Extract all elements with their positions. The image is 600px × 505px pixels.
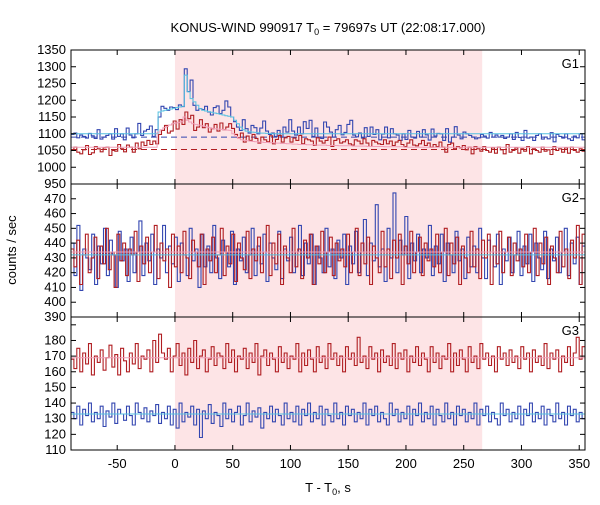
y-tick-label: 180: [44, 332, 66, 347]
series-fit2: [71, 74, 585, 135]
x-tick-label: 350: [568, 456, 590, 471]
y-tick-label: 1000: [37, 159, 66, 174]
x-tick-label: 50: [225, 456, 239, 471]
y-tick-label: 460: [44, 206, 66, 221]
y-tick-label: 130: [44, 411, 66, 426]
y-tick-label: 450: [44, 220, 66, 235]
chart-title-prefix: KONUS-WIND 990917 T: [171, 20, 315, 35]
y-tick-label: 110: [45, 442, 66, 457]
y-tick-label: 390: [44, 309, 66, 324]
panel-label: G1: [562, 56, 579, 71]
x-tick-label: 150: [337, 456, 359, 471]
y-tick-label: 1050: [37, 143, 66, 158]
panel-label: G3: [562, 323, 579, 338]
chart-title-sub: 0: [314, 27, 319, 37]
x-tick-label: -50: [108, 456, 127, 471]
y-tick-label: 150: [44, 379, 66, 394]
x-tick-label: 100: [280, 456, 302, 471]
y-tick-label: 1300: [37, 59, 66, 74]
highlight-band: [174, 317, 483, 450]
x-axis-title-sub: 0: [332, 487, 337, 497]
x-tick-label: 250: [453, 456, 475, 471]
y-tick-label: 440: [44, 235, 66, 250]
y-tick-label: 470: [44, 191, 66, 206]
y-axis-title: counts / sec: [4, 215, 19, 285]
series-ch1: [71, 333, 585, 376]
x-tick-label: 300: [511, 456, 533, 471]
x-axis-title-suffix: , s: [337, 480, 351, 495]
y-tick-label: 120: [44, 426, 66, 441]
highlight-band: [174, 50, 483, 184]
x-axis-title-prefix: T - T: [305, 480, 332, 495]
chart-title-suffix: = 79697s UT (22:08:17.000): [319, 20, 485, 35]
y-tick-label: 430: [44, 250, 66, 265]
y-tick-label: 1350: [37, 42, 66, 57]
x-tick-label: 0: [171, 456, 178, 471]
y-tick-label: 160: [44, 364, 66, 379]
y-tick-label: 950: [44, 176, 66, 191]
panel-frame: [70, 316, 586, 451]
y-tick-label: 400: [44, 294, 66, 309]
x-axis-title: T - T0, s: [305, 480, 351, 497]
chart-title: KONUS-WIND 990917 T0 = 79697s UT (22:08:…: [171, 20, 486, 37]
plot-layer: 95010001050110011501200125013001350G1390…: [37, 42, 590, 471]
y-tick-label: 420: [44, 265, 66, 280]
y-tick-label: 170: [44, 348, 66, 363]
x-tick-label: 200: [395, 456, 417, 471]
y-tick-label: 1150: [38, 109, 66, 124]
series-fit1: [71, 116, 585, 148]
series-ch2: [71, 402, 585, 439]
y-tick-label: 1100: [38, 126, 66, 141]
y-tick-label: 1250: [37, 76, 66, 91]
y-tick-label: 140: [44, 395, 66, 410]
y-tick-label: 1200: [37, 92, 66, 107]
y-tick-label: 410: [44, 279, 66, 294]
panel-label: G2: [562, 190, 579, 205]
